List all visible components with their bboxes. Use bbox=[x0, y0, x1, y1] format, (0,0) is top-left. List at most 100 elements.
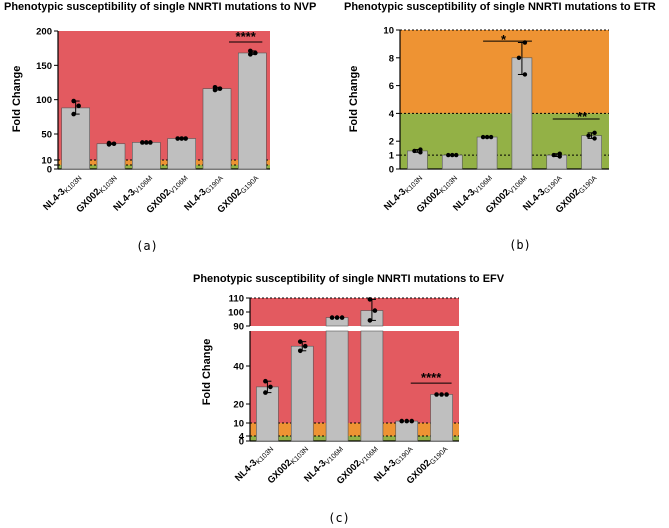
chart-title-nvp: Phenotypic susceptibility of single NNRT… bbox=[4, 1, 316, 13]
y-axis-label-efv: Fold Change bbox=[201, 339, 213, 406]
data-point bbox=[367, 318, 373, 323]
y-tick-label: 100 bbox=[228, 308, 244, 319]
data-point bbox=[439, 392, 444, 397]
data-point bbox=[372, 308, 378, 313]
y-tick-label: 100 bbox=[36, 95, 52, 106]
data-point bbox=[592, 130, 597, 136]
zone-red bbox=[58, 31, 270, 160]
zone-orange bbox=[58, 160, 270, 165]
data-point bbox=[71, 98, 76, 104]
zone-orange bbox=[400, 30, 609, 114]
zone-green bbox=[250, 436, 459, 441]
y-tick-label: 110 bbox=[229, 294, 244, 305]
data-point bbox=[175, 136, 180, 141]
y-tick-label: 0 bbox=[47, 165, 52, 176]
y-tick-label: 1 bbox=[389, 151, 395, 162]
data-point bbox=[551, 152, 556, 158]
data-point bbox=[399, 418, 405, 424]
data-point bbox=[557, 154, 562, 159]
zone-orange bbox=[250, 423, 459, 436]
bar bbox=[238, 52, 267, 170]
y-axis-label-etr: Fold Change bbox=[348, 66, 360, 133]
data-point bbox=[334, 315, 340, 320]
data-point bbox=[183, 136, 188, 141]
y-tick-label: 6 bbox=[389, 81, 394, 92]
data-point bbox=[268, 384, 273, 390]
chart-title-etr: Phenotypic susceptibility of single NNRT… bbox=[344, 1, 656, 13]
data-point bbox=[263, 390, 268, 395]
zone-green bbox=[400, 113, 609, 169]
bar bbox=[325, 330, 349, 442]
y-tick-label: 0 bbox=[389, 165, 394, 176]
bar bbox=[546, 154, 568, 170]
y-tick-label: 200 bbox=[36, 27, 52, 38]
bar bbox=[132, 142, 161, 170]
zone-red bbox=[250, 298, 459, 326]
data-point bbox=[263, 378, 268, 384]
bar bbox=[61, 107, 90, 170]
data-point bbox=[111, 141, 117, 147]
panel-label-b: (b) bbox=[509, 238, 531, 252]
y-tick-label: 4 bbox=[239, 432, 245, 443]
y-tick-label: 10 bbox=[383, 26, 394, 37]
data-point bbox=[586, 133, 591, 138]
data-point bbox=[248, 52, 253, 57]
chart-nvp: Phenotypic susceptibility of single NNRT… bbox=[4, 1, 316, 253]
data-point bbox=[418, 150, 423, 155]
data-point bbox=[516, 55, 522, 60]
significance-marker: ** bbox=[577, 109, 588, 124]
zone-green bbox=[58, 165, 270, 169]
data-point bbox=[409, 418, 415, 424]
zone-red bbox=[250, 331, 459, 423]
bar bbox=[407, 150, 428, 170]
significance-marker: * bbox=[501, 32, 507, 47]
data-point bbox=[71, 111, 76, 117]
data-point bbox=[592, 136, 597, 141]
bar bbox=[581, 135, 602, 170]
data-point bbox=[522, 72, 528, 77]
bar bbox=[395, 420, 419, 442]
data-point bbox=[212, 87, 218, 93]
data-point bbox=[217, 86, 223, 91]
data-point bbox=[144, 140, 149, 145]
chart-etr: Phenotypic susceptibility of single NNRT… bbox=[344, 1, 656, 252]
data-point bbox=[253, 50, 258, 56]
y-tick-label: 8 bbox=[389, 53, 394, 64]
data-point bbox=[329, 315, 335, 320]
data-point bbox=[480, 134, 486, 140]
y-tick-label: 90 bbox=[233, 322, 244, 333]
y-tick-label: 10 bbox=[41, 156, 52, 167]
y-tick-label: 2 bbox=[389, 137, 394, 148]
panel-label-a: (a) bbox=[136, 239, 158, 253]
data-point bbox=[404, 418, 410, 424]
data-point bbox=[488, 134, 494, 140]
data-point bbox=[297, 348, 303, 354]
data-point bbox=[446, 152, 451, 158]
y-tick-label: 20 bbox=[233, 400, 244, 411]
y-tick-label: 10 bbox=[233, 419, 244, 430]
bar bbox=[290, 345, 314, 442]
data-point bbox=[106, 142, 112, 147]
bar bbox=[202, 88, 232, 170]
data-point bbox=[76, 103, 81, 109]
chart-efv: Phenotypic susceptibility of single NNRT… bbox=[193, 273, 505, 525]
data-point bbox=[484, 134, 490, 140]
data-point bbox=[454, 152, 459, 158]
data-point bbox=[140, 140, 145, 145]
bar bbox=[256, 386, 279, 442]
data-point bbox=[367, 297, 373, 302]
y-tick-label: 4 bbox=[389, 109, 395, 120]
data-point bbox=[302, 343, 308, 349]
data-point bbox=[339, 315, 345, 320]
data-point bbox=[434, 392, 439, 397]
data-point bbox=[148, 140, 153, 145]
data-point bbox=[248, 48, 253, 54]
bar bbox=[96, 143, 126, 170]
data-point bbox=[444, 392, 449, 397]
data-point bbox=[297, 339, 303, 344]
y-tick-label: 50 bbox=[41, 130, 52, 141]
data-point bbox=[450, 152, 455, 158]
y-tick-label: 0 bbox=[239, 437, 244, 448]
bar bbox=[167, 138, 196, 170]
